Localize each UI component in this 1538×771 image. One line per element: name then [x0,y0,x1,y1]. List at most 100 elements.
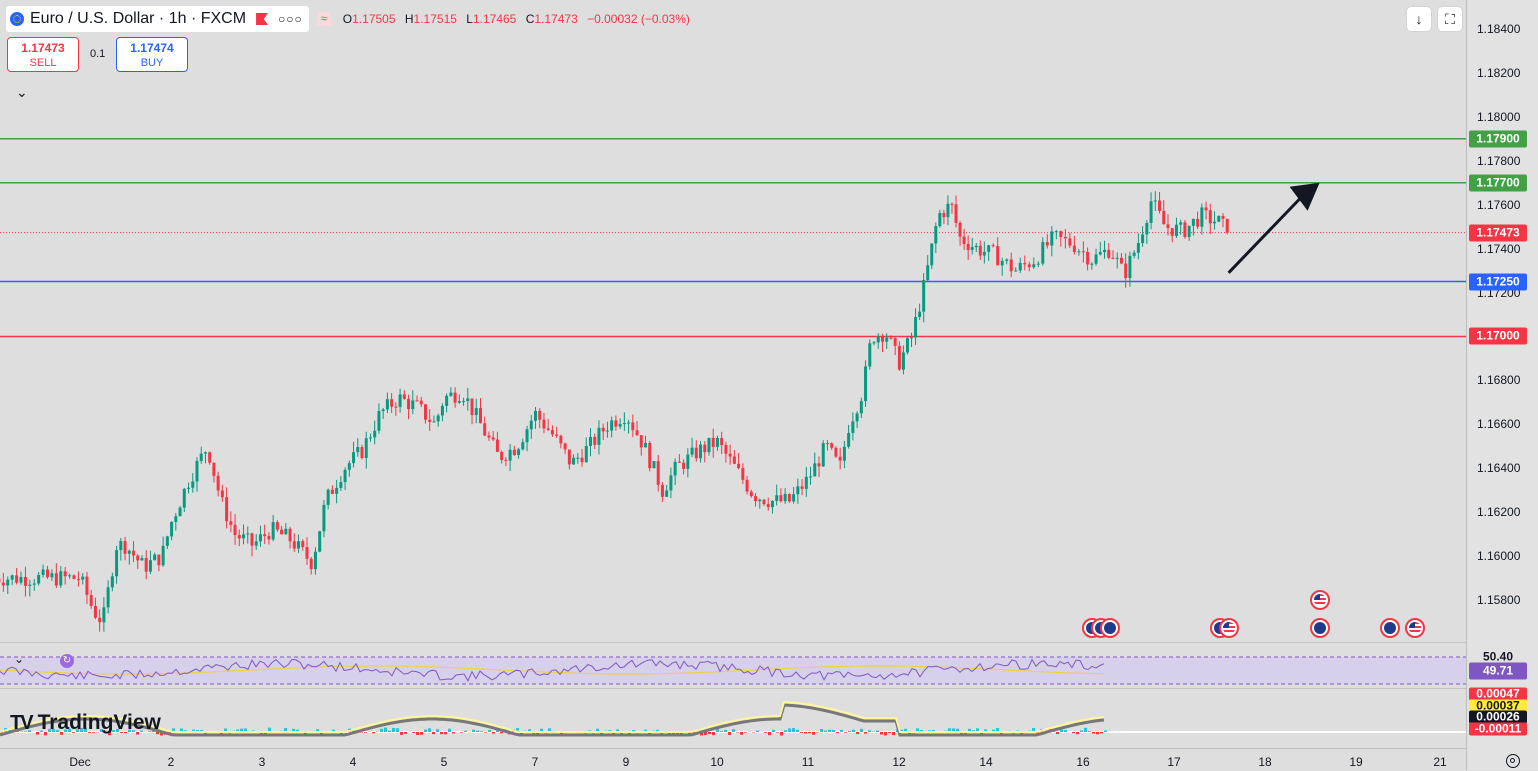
candle [602,428,605,432]
trend-arrow [1229,193,1306,273]
pane-divider[interactable] [0,642,1538,643]
candle [377,411,380,431]
candle [843,447,846,461]
macd-histogram-bar [708,732,711,734]
candle [1068,238,1071,245]
price-level-badge[interactable]: 1.17900 [1469,130,1527,147]
candle [902,352,905,369]
candle [576,458,579,459]
candle [479,408,482,423]
candle [860,401,863,413]
candle [81,577,84,580]
chevron-down-icon[interactable]: ⌄ [16,84,28,101]
macd-histogram-bar [740,732,743,735]
flag-icon [1314,594,1326,606]
candle [462,401,465,402]
candle [1001,261,1004,265]
candle [669,475,672,490]
candle [593,437,596,445]
candle [90,595,93,606]
candle [59,571,62,585]
candle [847,433,850,447]
candle [250,533,253,545]
candle [420,401,423,405]
candle [441,406,444,416]
candle [471,398,474,415]
flag-icon [1104,622,1116,634]
symbol-info[interactable]: Euro / U.S. Dollar · 1h · FXCM ○○○ [6,6,309,32]
candle [750,492,753,496]
candle [98,618,101,623]
candle [289,529,292,542]
macd-histogram-bar [860,729,863,732]
candle [119,541,122,550]
us-flag-event-icon[interactable] [1219,618,1239,638]
arrow-down-icon[interactable]: ↓ [1407,7,1431,31]
symbol-title[interactable]: Euro / U.S. Dollar · 1h · FXCM [30,10,246,28]
more-options-icon[interactable]: ○○○ [278,12,303,26]
candle [20,577,23,583]
us-flag-event-icon[interactable] [1310,590,1330,610]
candle [975,246,978,247]
wave-icon[interactable]: ≈ [317,12,331,26]
buy-button[interactable]: 1.17474 BUY [116,37,188,72]
candle [504,460,507,461]
candle [1046,242,1049,245]
refresh-icon[interactable]: ↻ [60,654,74,668]
candle [987,245,990,252]
macd-indicator-pane[interactable] [0,689,1466,743]
candle [496,440,499,452]
price-tick-label: 1.17400 [1477,242,1520,256]
candle [530,421,533,429]
flag-icon[interactable] [256,13,268,25]
candle [551,430,554,434]
chevron-down-icon[interactable]: ⌄ [14,652,24,666]
candle [280,530,283,535]
pane-divider[interactable] [0,688,1538,689]
time-tick-label: 2 [168,755,175,769]
candle [826,443,829,444]
eu-flag-event-icon[interactable] [1380,618,1400,638]
candle [521,442,524,449]
candle [914,317,917,337]
candle [1192,219,1195,226]
candle [174,516,177,522]
candle [107,587,110,607]
candle [483,423,486,435]
candle [792,494,795,501]
candle [335,488,338,494]
candle [454,393,457,403]
rsi-indicator-pane[interactable] [0,643,1466,687]
price-chart[interactable] [0,0,1466,641]
quantity-value[interactable]: 0.1 [90,48,105,60]
candle [707,438,710,452]
candle [1209,210,1212,223]
sell-button[interactable]: 1.17473 SELL [7,37,79,72]
price-level-badge[interactable]: 1.17700 [1469,174,1527,191]
candle [889,338,892,339]
tradingview-logo[interactable]: TV TradingView [10,711,161,735]
candle [636,430,639,435]
candle [111,576,114,587]
settings-icon[interactable] [1506,754,1520,768]
price-level-badge[interactable]: 1.17473 [1469,224,1527,241]
macd-histogram-bar [776,732,779,733]
macd-histogram-bar [500,732,503,733]
candle [403,394,406,398]
macd-histogram-bar [840,730,843,732]
macd-histogram-bar [1080,730,1083,732]
eu-flag-event-icon[interactable] [1310,618,1330,638]
candle [627,422,630,423]
candle [24,577,27,586]
flag-icon [1314,622,1326,634]
candle [322,505,325,531]
fullscreen-icon[interactable]: ⛶ [1438,7,1462,31]
price-level-badge[interactable]: 1.17000 [1469,328,1527,345]
candle [157,555,160,566]
macd-histogram-bar [436,729,439,732]
price-level-badge[interactable]: 1.17250 [1469,273,1527,290]
us-flag-event-icon[interactable] [1405,618,1425,638]
candle [293,541,296,548]
macd-histogram-bar [1084,728,1087,732]
